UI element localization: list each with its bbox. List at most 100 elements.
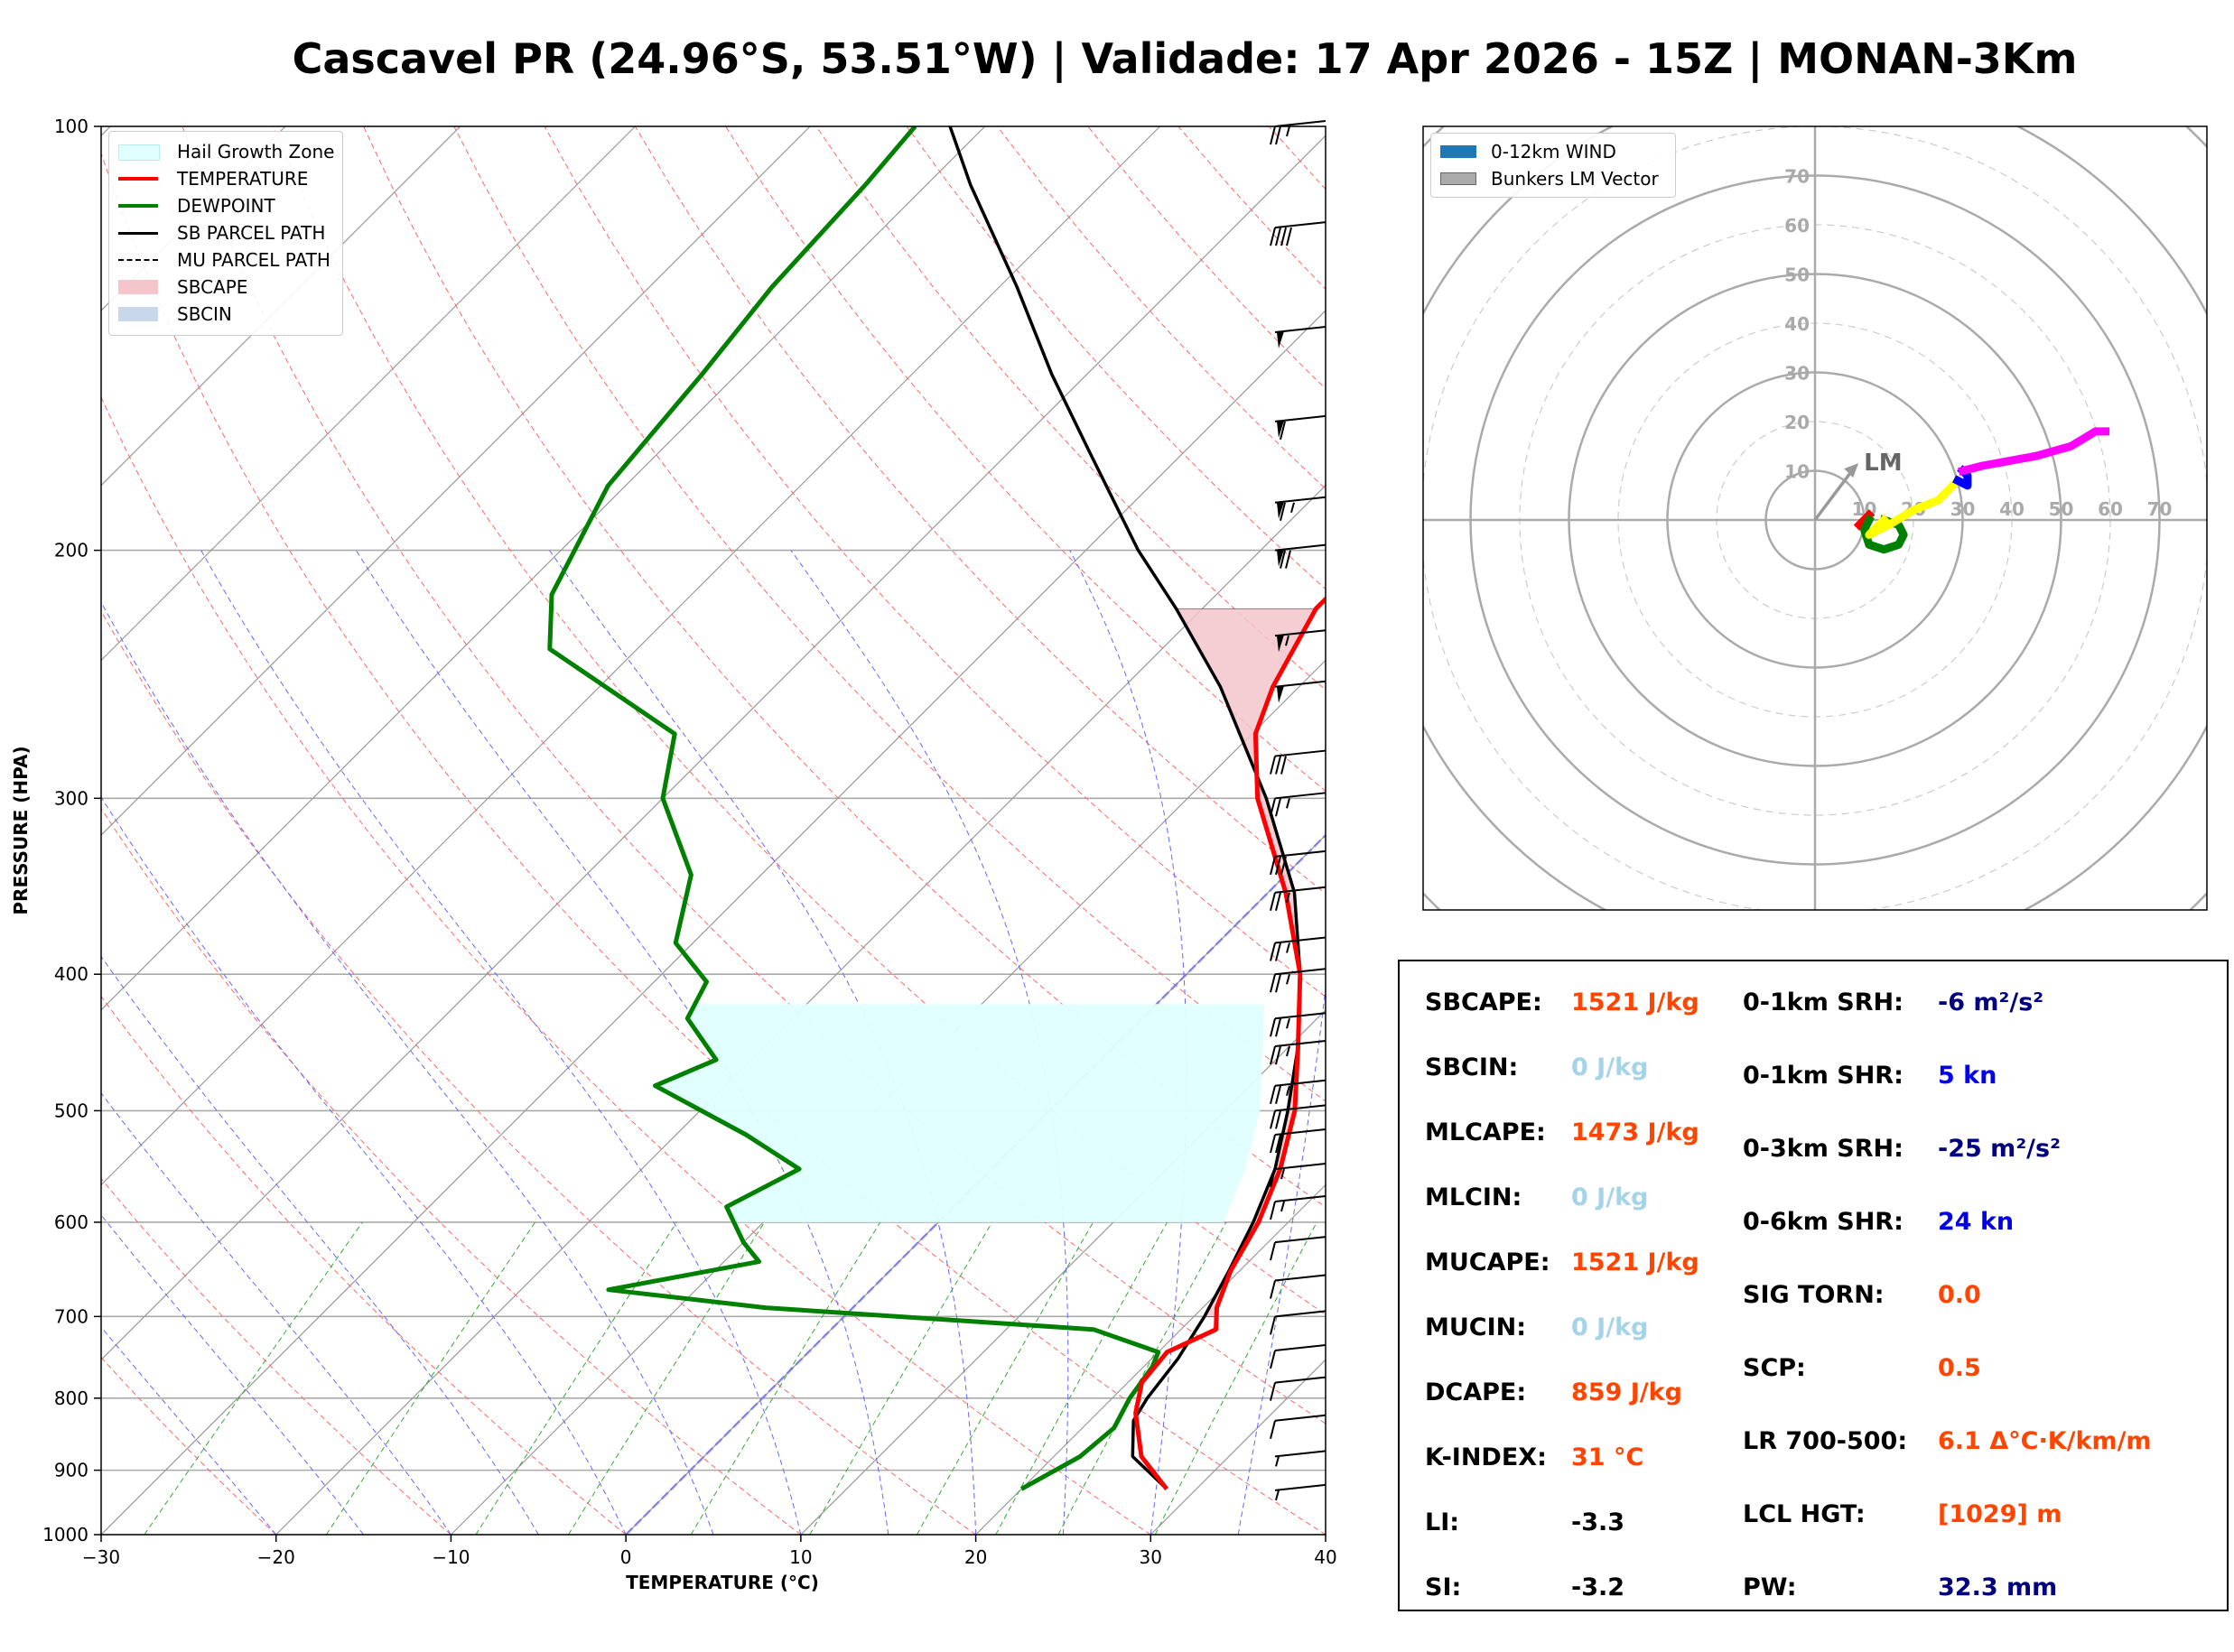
dry-adiabat xyxy=(544,126,1326,998)
barb-flag xyxy=(1270,1316,1276,1335)
hodo-ring-label: 50 xyxy=(1784,265,1810,286)
barb-pennant xyxy=(1277,330,1284,348)
barb-pennant xyxy=(1277,635,1284,653)
y-tick-label: 1000 xyxy=(42,1524,88,1545)
index-label: LR 700-500: xyxy=(1743,1427,1908,1455)
barb-staff xyxy=(1274,680,1326,688)
dry-adiabat xyxy=(634,126,1326,895)
index-label: LI: xyxy=(1425,1508,1460,1536)
skewt-legend: Hail Growth Zone TEMPERATURE DEWPOINT SB… xyxy=(108,131,343,336)
x-tick-label: −20 xyxy=(257,1546,295,1568)
wind-barb xyxy=(1270,1104,1326,1129)
hodo-ring-label: 40 xyxy=(1784,313,1810,335)
index-value: 1521 J/kg xyxy=(1571,988,1699,1016)
barb-flag xyxy=(1275,942,1281,961)
barb-flag xyxy=(1270,1017,1276,1037)
sbcin-swatch xyxy=(118,307,158,321)
barb-staff xyxy=(1274,792,1326,800)
dry-adiabat xyxy=(182,126,1326,1425)
barb-staff xyxy=(1274,1344,1326,1351)
x-tick-label: 20 xyxy=(964,1546,987,1568)
moist-adiabat xyxy=(101,600,714,1535)
wind-barb xyxy=(1274,543,1326,569)
mu-parcel-swatch xyxy=(118,259,158,261)
wind-barb xyxy=(1270,1162,1326,1188)
index-value: 32.3 mm xyxy=(1938,1573,2058,1601)
dewpoint-swatch xyxy=(118,204,158,208)
wind-barb xyxy=(1274,1450,1326,1467)
skewt-frame xyxy=(100,125,1326,1536)
wind-barb xyxy=(1274,496,1326,522)
moist-adiabat xyxy=(101,1092,451,1535)
barb-flag xyxy=(1275,1110,1281,1129)
index-label: SIG TORN: xyxy=(1743,1281,1885,1309)
bunkers-lm-arrowhead xyxy=(1844,463,1859,478)
hail-growth-zone xyxy=(655,1004,1265,1222)
indices-panel: SBCAPE: 1521 J/kg SBCIN: 0 J/kg MLCAPE: … xyxy=(1398,960,2229,1611)
legend-label: Hail Growth Zone xyxy=(177,141,335,162)
mixing-ratio-line xyxy=(690,1221,881,1535)
barb-staff xyxy=(1274,1079,1326,1087)
x-axis-label: TEMPERATURE (°C) xyxy=(626,1572,819,1593)
legend-label: Bunkers LM Vector xyxy=(1491,168,1659,190)
wind-barbs xyxy=(1270,120,1326,1501)
y-tick-label: 200 xyxy=(54,540,88,561)
barb-staff xyxy=(1274,1236,1326,1244)
x-tick-label: 40 xyxy=(1314,1546,1336,1568)
barb-flag xyxy=(1270,973,1276,993)
dewpoint-line xyxy=(547,126,1161,1491)
legend-label: MU PARCEL PATH xyxy=(177,249,330,271)
barb-flag xyxy=(1270,1350,1276,1369)
isotherm xyxy=(101,126,1160,1186)
barb-flag xyxy=(1270,892,1276,911)
index-label: 0-1km SRH: xyxy=(1743,988,1904,1016)
index-value: -3.3 xyxy=(1571,1508,1625,1536)
index-value: 0 J/kg xyxy=(1571,1313,1649,1341)
hodo-ring-label: 30 xyxy=(1784,363,1810,385)
barb-flag xyxy=(1275,856,1281,876)
barb-flag xyxy=(1270,125,1276,145)
y-tick-label: 900 xyxy=(54,1460,88,1481)
y-tick-label: 400 xyxy=(54,963,88,985)
wind-barb xyxy=(1274,1483,1326,1501)
barb-half xyxy=(1286,1085,1290,1096)
barb-staff xyxy=(1274,1104,1326,1112)
index-label: 0-3km SRH: xyxy=(1743,1135,1904,1163)
hodo-ring-label: 60 xyxy=(1784,215,1810,237)
index-label: 0-1km SHR: xyxy=(1743,1062,1904,1090)
index-value: 0 J/kg xyxy=(1571,1183,1649,1211)
mixing-ratio-line xyxy=(995,1221,1168,1535)
wind-barb xyxy=(1270,1079,1326,1104)
barb-staff xyxy=(1274,1376,1326,1384)
wind-barb xyxy=(1270,1194,1326,1220)
x-tick-label: 10 xyxy=(789,1546,812,1568)
moist-adiabat xyxy=(101,1214,364,1535)
mixing-ratio-line xyxy=(809,1221,993,1535)
wind-barb xyxy=(1270,221,1326,246)
barb-flag xyxy=(1270,798,1276,817)
wind-barb xyxy=(1270,792,1326,817)
dry-adiabat xyxy=(101,609,976,1535)
index-value: 859 J/kg xyxy=(1571,1378,1682,1406)
freezing-isotherm xyxy=(625,833,1326,1535)
legend-label: TEMPERATURE xyxy=(177,168,309,190)
barb-flag xyxy=(1270,1280,1276,1299)
wind-barb xyxy=(1270,936,1326,961)
bunkers-swatch xyxy=(1440,172,1476,185)
x-tick-label: 0 xyxy=(620,1546,632,1568)
index-value: 1473 J/kg xyxy=(1571,1118,1699,1146)
barb-half xyxy=(1286,125,1290,137)
barb-half xyxy=(1286,1017,1290,1029)
barb-flag xyxy=(1275,756,1281,775)
barb-flag xyxy=(1270,1168,1276,1188)
mixing-ratio-line xyxy=(475,1221,677,1535)
hodo-ring-label: 60 xyxy=(2098,498,2123,520)
barb-staff xyxy=(1274,1274,1326,1282)
index-value: 0.5 xyxy=(1938,1354,1981,1382)
index-label: K-INDEX: xyxy=(1425,1443,1547,1471)
legend-label: DEWPOINT xyxy=(177,195,275,217)
barb-flag xyxy=(1280,756,1287,775)
wind-barb xyxy=(1270,1012,1326,1037)
barb-flag xyxy=(1275,1045,1281,1065)
barb-staff xyxy=(1274,1162,1326,1170)
